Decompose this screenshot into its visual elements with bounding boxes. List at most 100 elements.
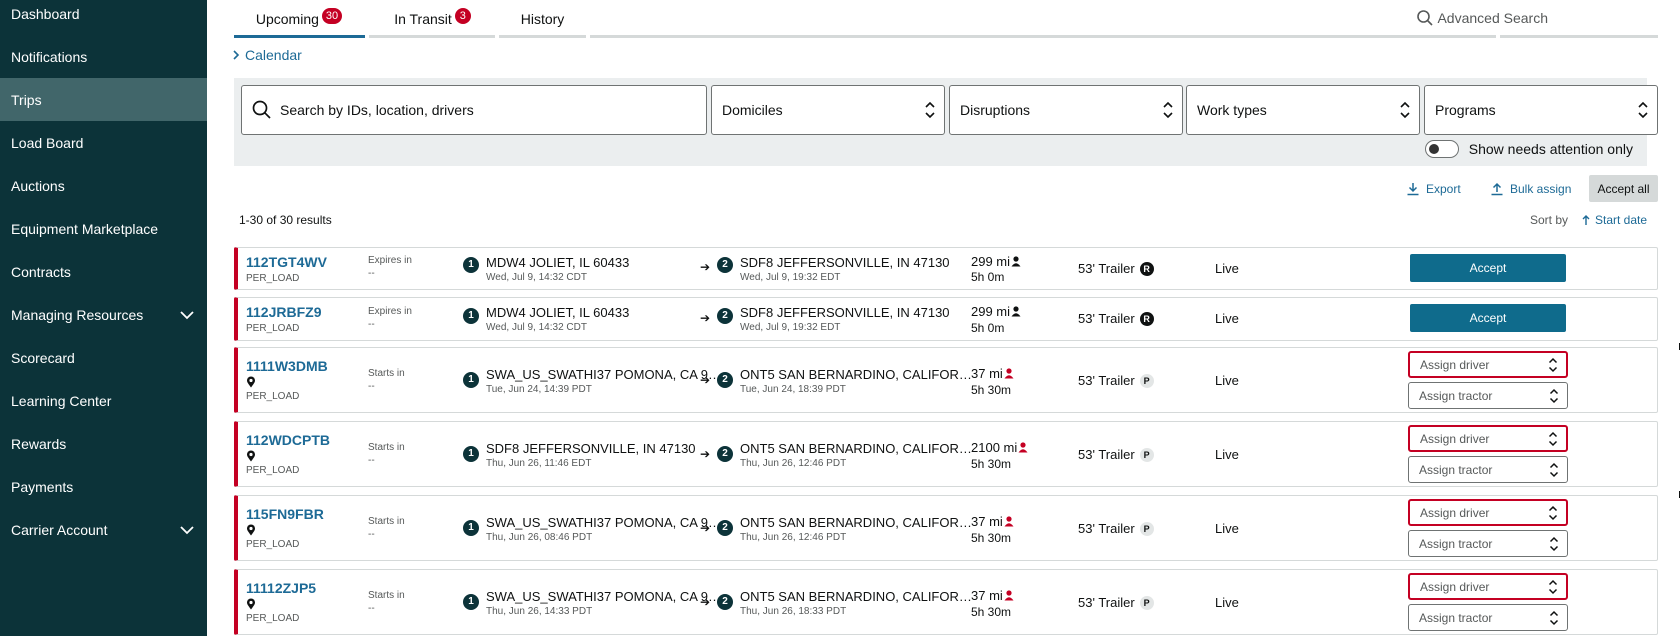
trip-miles: 299 mi	[971, 304, 1021, 319]
calendar-link[interactable]: Calendar	[232, 47, 302, 63]
sidebar-item-rewards[interactable]: Rewards	[0, 422, 207, 465]
assign-driver-select[interactable]: Assign driver	[1408, 425, 1568, 452]
sort-updown-icon	[1548, 579, 1558, 594]
origin-time: Thu, Jun 26, 14:33 PDT	[486, 606, 593, 617]
equipment-badge: P	[1139, 447, 1154, 462]
needs-attention-toggle[interactable]	[1424, 140, 1459, 158]
trip-row[interactable]: 1111W3DMB PER_LOAD Starts in -- 1 SWA_US…	[234, 343, 1680, 413]
sidebar-item-managing-resources[interactable]: Managing Resources	[0, 293, 207, 336]
trailer-type: 53' Trailer P	[1078, 595, 1154, 610]
export-label: Export	[1426, 182, 1461, 196]
origin-time: Wed, Jul 9, 14:32 CDT	[486, 272, 587, 283]
assign-tractor-select[interactable]: Assign tractor	[1408, 604, 1568, 631]
time-value: --	[368, 268, 375, 279]
sidebar-item-trips[interactable]: Trips	[0, 78, 207, 121]
trip-miles: 37 mi	[971, 366, 1014, 381]
sidebar-item-dashboard[interactable]: Dashboard	[0, 0, 207, 35]
driver-alert-icon	[1004, 516, 1014, 527]
time-label: Starts in	[368, 590, 405, 601]
tab-history[interactable]: History	[499, 0, 586, 38]
sort-updown-icon	[1549, 388, 1559, 403]
sidebar-item-carrier-account[interactable]: Carrier Account	[0, 508, 207, 551]
location-pin-icon	[247, 598, 255, 610]
trip-row[interactable]: 115FN9FBR PER_LOAD Starts in -- 1 SWA_US…	[234, 491, 1680, 561]
sort-updown-icon	[1548, 357, 1558, 372]
bulk-assign-button[interactable]: Bulk assign	[1490, 175, 1571, 203]
search-icon	[1417, 10, 1434, 26]
trip-row[interactable]: 112TGT4WV PER_LOAD Expires in -- 1 MDW4 …	[234, 247, 1658, 290]
programs-select[interactable]: Programs	[1424, 85, 1658, 135]
bulk-assign-label: Bulk assign	[1510, 182, 1572, 196]
assign-tractor-select[interactable]: Assign tractor	[1408, 382, 1568, 409]
trip-id-link[interactable]: 112TGT4WV	[246, 254, 327, 270]
assign-tractor-select[interactable]: Assign tractor	[1408, 456, 1568, 483]
tab-divider	[369, 35, 495, 38]
sidebar-item-load-board[interactable]: Load Board	[0, 121, 207, 164]
destination-name: ONT5 SAN BERNARDINO, CALIFORNIA 92408	[740, 367, 978, 382]
stop-number-2: 2	[717, 446, 733, 462]
rate-type: PER_LOAD	[246, 539, 300, 550]
assign-driver-select[interactable]: Assign driver	[1408, 351, 1568, 378]
sort-by-start-date[interactable]: Start date	[1581, 213, 1647, 227]
trip-id-link[interactable]: 11112ZJP5	[246, 580, 317, 596]
work-types-select[interactable]: Work types	[1186, 85, 1420, 135]
accept-all-button[interactable]: Accept all	[1589, 175, 1658, 202]
sidebar-item-equipment-marketplace[interactable]: Equipment Marketplace	[0, 207, 207, 250]
chevron-down-icon	[180, 525, 194, 534]
assign-tractor-label: Assign tractor	[1419, 462, 1493, 477]
domiciles-select[interactable]: Domiciles	[711, 85, 945, 135]
assign-tractor-label: Assign tractor	[1419, 610, 1493, 625]
destination-time: Thu, Jun 26, 18:33 PDT	[740, 606, 847, 617]
sidebar-item-contracts[interactable]: Contracts	[0, 250, 207, 293]
trip-duration: 5h 0m	[971, 270, 1005, 284]
trip-row[interactable]: 11112ZJP5 PER_LOAD Starts in -- 1 SWA_US…	[234, 569, 1658, 635]
disruptions-select[interactable]: Disruptions	[949, 85, 1183, 135]
assign-driver-label: Assign driver	[1420, 431, 1490, 446]
search-icon	[252, 100, 271, 119]
advanced-search-link[interactable]: Advanced Search	[1416, 9, 1548, 27]
arrow-up-icon	[1582, 215, 1590, 225]
stop-number-1: 1	[463, 372, 479, 388]
work-types-label: Work types	[1197, 102, 1267, 118]
tab-upcoming[interactable]: Upcoming 30	[234, 0, 364, 38]
advanced-search-label: Advanced Search	[1437, 10, 1548, 26]
sidebar-item-scorecard[interactable]: Scorecard	[0, 336, 207, 379]
miles-value: 37 mi	[971, 588, 1003, 603]
origin-name: MDW4 JOLIET, IL 60433	[486, 305, 630, 320]
trip-miles: 2100 mi	[971, 440, 1028, 455]
sidebar-item-learning-center[interactable]: Learning Center	[0, 379, 207, 422]
tab-indicator-active	[234, 35, 365, 38]
sidebar-item-label: Notifications	[11, 48, 88, 65]
load-type: Live	[1215, 261, 1239, 276]
sidebar-item-notifications[interactable]: Notifications	[0, 35, 207, 78]
trailer-type: 53' Trailer P	[1078, 373, 1154, 388]
driver-icon	[1011, 306, 1021, 317]
assign-driver-select[interactable]: Assign driver	[1408, 499, 1568, 526]
stop-number-2: 2	[717, 257, 733, 273]
trip-id-link[interactable]: 112WDCPTB	[246, 432, 331, 448]
trailer-label: 53' Trailer	[1078, 261, 1135, 276]
export-button[interactable]: Export	[1406, 175, 1461, 203]
origin-time: Wed, Jul 9, 14:32 CDT	[486, 322, 587, 333]
assign-driver-select[interactable]: Assign driver	[1408, 573, 1568, 600]
accept-button[interactable]: Accept	[1410, 254, 1566, 282]
trip-id-link[interactable]: 115FN9FBR	[246, 506, 324, 522]
trailer-type: 53' Trailer R	[1078, 261, 1154, 276]
stop-number-1: 1	[463, 446, 479, 462]
trip-id-link[interactable]: 112JRBFZ9	[246, 304, 322, 320]
programs-label: Programs	[1435, 102, 1496, 118]
search-input[interactable]: Search by IDs, location, drivers	[241, 85, 707, 135]
sidebar-item-payments[interactable]: Payments	[0, 465, 207, 508]
assign-tractor-select[interactable]: Assign tractor	[1408, 530, 1568, 557]
trip-row[interactable]: 112JRBFZ9 PER_LOAD Expires in -- 1 MDW4 …	[234, 297, 1658, 341]
trip-row[interactable]: 112WDCPTB PER_LOAD Starts in -- 1 SDF8 J…	[234, 421, 1658, 487]
time-label: Starts in	[368, 368, 405, 379]
sort-updown-icon	[1163, 101, 1173, 119]
arrow-right-icon: ➔	[700, 260, 711, 274]
sidebar-item-auctions[interactable]: Auctions	[0, 164, 207, 207]
tab-label: Upcoming	[255, 11, 319, 27]
tab-in-transit[interactable]: In Transit 3	[370, 0, 495, 38]
accept-button[interactable]: Accept	[1410, 304, 1566, 332]
trip-id-link[interactable]: 1111W3DMB	[246, 358, 328, 374]
rate-type: PER_LOAD	[246, 613, 300, 624]
